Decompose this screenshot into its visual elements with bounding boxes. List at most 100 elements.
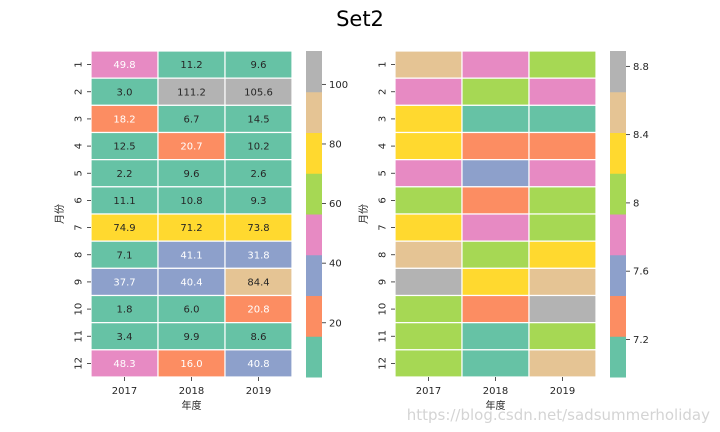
heatmap-cell (224, 322, 293, 351)
heatmap-cell (157, 186, 226, 215)
y-tick-label: 3 (378, 116, 389, 122)
heatmap-cell (528, 104, 597, 134)
cell-label: 3.0 (117, 87, 133, 98)
heatmap-cell (157, 240, 226, 269)
colorbar-segment (610, 295, 626, 337)
watermark: https://blog.csdn.net/sadsummerholiday (407, 406, 710, 424)
colorbar-segment (610, 91, 626, 133)
y-tick-label: 5 (74, 170, 85, 176)
cell-label: 40.8 (247, 359, 269, 370)
cell-label: 18.2 (113, 114, 135, 125)
colorbar-tick-label: 40 (329, 259, 342, 270)
y-tick-label: 8 (74, 252, 85, 258)
heatmap-cell (224, 349, 293, 378)
cell-label: 49.8 (113, 60, 135, 71)
y-axis-label: 月份 (358, 204, 370, 224)
heatmap-cell (90, 213, 159, 242)
x-tick-label: 2018 (483, 386, 508, 397)
cell-label: 84.4 (247, 277, 269, 288)
heatmap-cell (461, 294, 530, 324)
colorbar-tick-label: 80 (329, 139, 342, 150)
heatmap-cell (394, 294, 463, 324)
colorbar-right: 7.2 7.6 8 8.4 8.8 (610, 51, 649, 378)
heatmap-cell (394, 267, 463, 297)
colorbar-segment (306, 91, 322, 133)
heatmap-left: 49.8 11.2 9.6 3.0 111.2 105.6 18.2 6.7 14.5 12.5 2… (54, 50, 293, 412)
cell-label: 8.6 (251, 332, 267, 343)
colorbar-tick-label: 8.4 (633, 130, 649, 141)
heatmap-cell (224, 77, 293, 106)
cell-label: 41.1 (180, 250, 202, 261)
y-tick-label: 11 (378, 330, 389, 343)
x-tick-label: 2019 (550, 386, 575, 397)
cell-label: 111.2 (177, 87, 206, 98)
cell-label: 20.7 (180, 142, 202, 153)
cell-label: 9.6 (251, 60, 267, 71)
cell-label: 71.2 (180, 223, 202, 234)
heatmap-cell (394, 186, 463, 215)
x-tick-label: 2017 (112, 386, 137, 397)
cell-label: 48.3 (113, 359, 135, 370)
heatmap-cell (394, 240, 463, 269)
heatmap-cell (528, 267, 597, 297)
heatmap-cell (461, 104, 530, 134)
colorbar-tick-label: 7.6 (633, 267, 649, 278)
y-tick-label: 12 (378, 357, 389, 370)
colorbar-tick-label: 8 (633, 198, 639, 209)
heatmap-cell (528, 50, 597, 79)
heatmap-cell (461, 267, 530, 297)
heatmap-cell (461, 159, 530, 188)
heatmap-cell (157, 104, 226, 134)
colorbar-segment (610, 132, 626, 174)
cell-label: 31.8 (247, 250, 269, 261)
y-tick-label: 2 (378, 89, 389, 95)
y-tick-label: 3 (74, 116, 85, 122)
figure-title: Set2 (336, 7, 384, 31)
colorbar-tick-label: 20 (329, 318, 342, 329)
cell-label: 40.4 (180, 277, 202, 288)
heatmap-cell (224, 267, 293, 297)
cell-label: 2.6 (251, 169, 267, 180)
colorbar-segment (610, 173, 626, 215)
colorbar-tick-label: 7.2 (633, 335, 649, 346)
colorbar-segment (306, 214, 322, 256)
colorbar-segment (306, 295, 322, 337)
heatmap-cell (528, 131, 597, 161)
heatmap-cell (461, 186, 530, 215)
y-tick-label: 10 (74, 303, 85, 316)
heatmap-cell (528, 322, 597, 351)
heatmap-cell (528, 294, 597, 324)
y-tick-label: 1 (378, 61, 389, 67)
heatmap-cell (394, 322, 463, 351)
colorbar-segment (610, 254, 626, 296)
y-tick-label: 6 (378, 197, 389, 203)
heatmap-cell (394, 213, 463, 242)
colorbar-segment (610, 51, 626, 93)
cell-label: 105.6 (244, 87, 273, 98)
heatmap-cell (461, 322, 530, 351)
heatmap-cell (394, 131, 463, 161)
heatmap-cell (157, 50, 226, 79)
heatmap-cell (461, 77, 530, 106)
heatmap-cell (394, 50, 463, 79)
cell-label: 10.2 (247, 142, 269, 153)
heatmap-cell (528, 159, 597, 188)
colorbar-tick-label: 8.8 (633, 62, 649, 73)
y-tick-label: 5 (378, 170, 389, 176)
cell-label: 2.2 (117, 169, 133, 180)
colorbar-segment (610, 336, 626, 378)
heatmap-cell (394, 159, 463, 188)
cell-label: 3.4 (117, 332, 133, 343)
heatmap-cell (394, 104, 463, 134)
heatmap-cell (461, 50, 530, 79)
colorbar-segment (306, 336, 322, 378)
cell-label: 9.3 (251, 196, 267, 207)
heatmap-cell (157, 159, 226, 188)
heatmap-cell (461, 349, 530, 378)
y-tick-label: 6 (74, 197, 85, 203)
heatmap-cell (90, 240, 159, 269)
heatmap-cell (157, 294, 226, 324)
heatmap-cell (224, 186, 293, 215)
